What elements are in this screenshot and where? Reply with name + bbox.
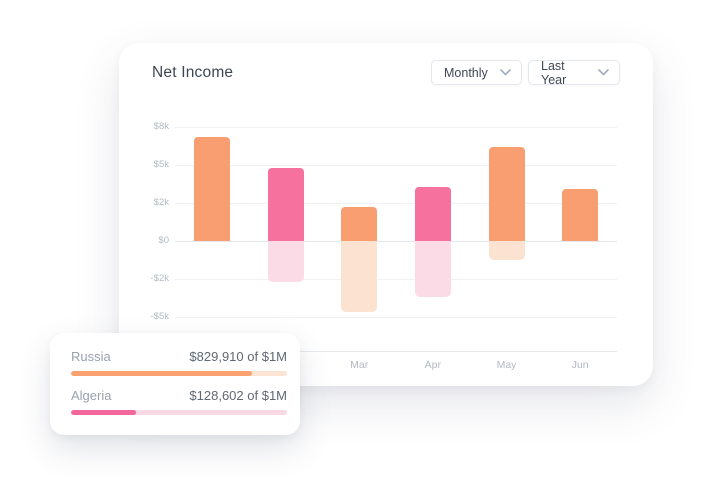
bar-apr-positive[interactable] (414, 186, 451, 241)
bar-jun-positive[interactable] (562, 189, 599, 241)
net-income-card: Net Income Monthly Last Year $8k $5k $2k $0… (119, 43, 653, 386)
x-axis-label-mar: Mar (350, 359, 369, 371)
gridline (175, 203, 617, 204)
progress-row-algeria: Algeria $128,602 of $1M (71, 388, 287, 415)
zero-gridline (175, 241, 617, 242)
bar-jan-positive[interactable] (193, 137, 230, 241)
progress-track (71, 371, 287, 376)
chevron-down-icon (500, 69, 511, 76)
page-title: Net Income (152, 64, 234, 81)
x-axis-line (175, 351, 617, 352)
chevron-down-icon (598, 69, 609, 76)
progress-value: $128,602 of $1M (189, 388, 287, 403)
y-axis-tick-label: -$2k (150, 273, 169, 284)
gridline (175, 165, 617, 166)
bar-mar-negative[interactable] (341, 241, 378, 312)
progress-value: $829,910 of $1M (189, 349, 287, 364)
range-select[interactable]: Last Year (528, 58, 620, 87)
y-axis-tick-label: $8k (153, 121, 169, 132)
gridline (175, 317, 617, 318)
y-axis-tick-label: -$5k (150, 311, 169, 322)
progress-row-russia: Russia $829,910 of $1M (71, 349, 287, 376)
period-select-value: Monthly (444, 65, 488, 80)
country-label: Algeria (71, 388, 112, 403)
net-income-bar-chart: $8k$5k$2k$0-$2k-$5kJanFebMarAprMayJun (119, 43, 653, 386)
y-axis-tick-label: $2k (153, 197, 169, 208)
x-axis-label-apr: Apr (424, 359, 441, 371)
progress-fill (71, 371, 253, 376)
country-progress-card: Russia $829,910 of $1M Algeria $128,602 … (50, 333, 300, 435)
x-axis-label-jun: Jun (571, 359, 589, 371)
bar-may-positive[interactable] (488, 147, 525, 241)
bar-apr-negative[interactable] (414, 241, 451, 297)
progress-track (71, 410, 287, 415)
range-select-value: Last Year (541, 58, 567, 87)
bar-feb-negative[interactable] (267, 241, 304, 282)
gridline (175, 279, 617, 280)
bar-feb-positive[interactable] (267, 167, 304, 241)
period-select[interactable]: Monthly (431, 60, 522, 85)
bar-mar-positive[interactable] (341, 206, 378, 241)
bar-may-negative[interactable] (488, 241, 525, 260)
y-axis-tick-label: $5k (153, 159, 169, 170)
y-axis-tick-label: $0 (158, 235, 169, 246)
country-label: Russia (71, 349, 111, 364)
progress-fill (71, 410, 136, 415)
x-axis-label-may: May (496, 359, 517, 371)
gridline (175, 127, 617, 128)
